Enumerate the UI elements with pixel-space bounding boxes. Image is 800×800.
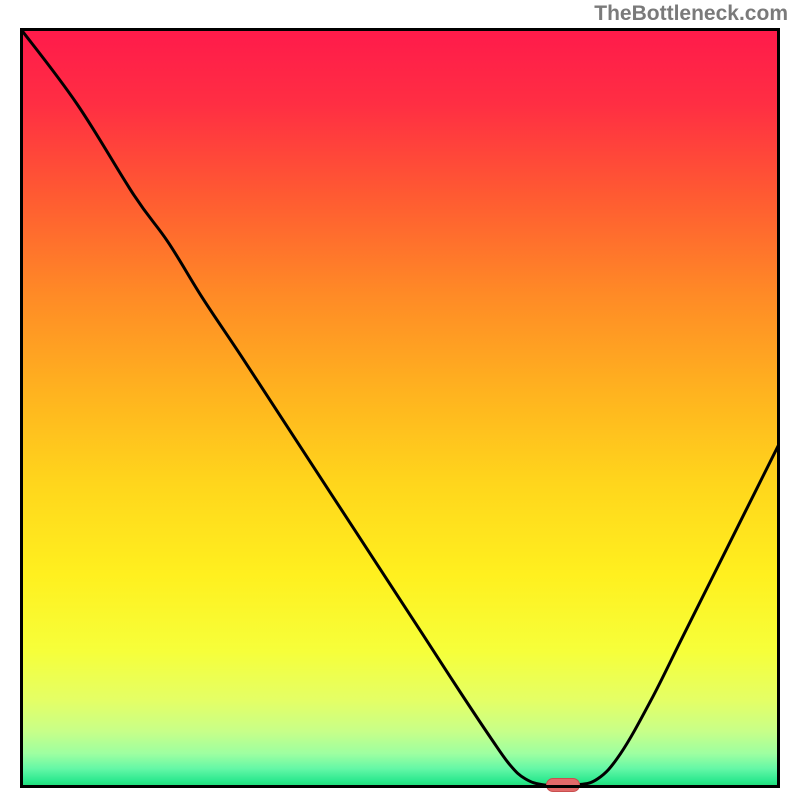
gradient-background	[20, 28, 780, 788]
plot-area	[20, 28, 780, 788]
chart-container: TheBottleneck.com	[0, 0, 800, 800]
optimal-marker	[546, 778, 580, 792]
watermark-text: TheBottleneck.com	[594, 2, 788, 26]
